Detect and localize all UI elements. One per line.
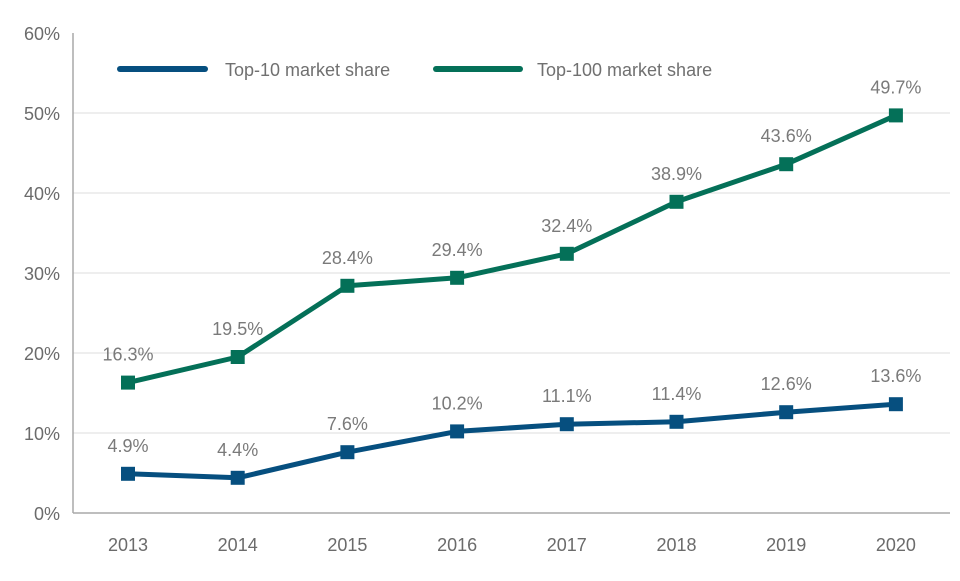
y-axis-tick-labels: 0% 10% 20% 30% 40% 50% 60%: [24, 24, 60, 524]
data-point-marker: [340, 445, 355, 460]
x-tick-label: 2018: [656, 535, 696, 555]
series: [121, 108, 903, 485]
data-point-marker: [450, 424, 465, 439]
data-label: 7.6%: [327, 414, 368, 434]
data-label: 10.2%: [432, 393, 483, 413]
data-label: 43.6%: [761, 126, 812, 146]
data-label: 28.4%: [322, 248, 373, 268]
data-point-marker: [669, 414, 684, 429]
data-label: 32.4%: [541, 216, 592, 236]
data-point-marker: [340, 278, 355, 293]
series-line-top-10: [127, 401, 897, 481]
data-point-marker: [779, 405, 794, 420]
y-tick-label: 10%: [24, 424, 60, 444]
gridlines: [73, 112, 950, 434]
data-point-marker: [559, 246, 574, 261]
y-tick-label: 30%: [24, 264, 60, 284]
data-label: 12.6%: [761, 374, 812, 394]
x-tick-label: 2016: [437, 535, 477, 555]
x-tick-label: 2019: [766, 535, 806, 555]
data-point-marker: [230, 350, 245, 364]
data-label: 19.5%: [212, 319, 263, 339]
data-label: 11.1%: [542, 386, 592, 406]
data-label: 29.4%: [432, 240, 483, 260]
data-point-marker: [559, 417, 574, 432]
data-point-marker: [669, 194, 684, 209]
data-point-marker: [121, 466, 135, 481]
data-point-marker: [779, 157, 794, 172]
y-tick-label: 20%: [24, 344, 60, 364]
x-tick-label: 2020: [876, 535, 916, 555]
x-tick-label: 2014: [218, 535, 258, 555]
y-tick-label: 60%: [24, 24, 60, 44]
data-label: 4.4%: [217, 440, 258, 460]
y-tick-label: 40%: [24, 184, 60, 204]
legend-label: Top-100 market share: [537, 60, 712, 80]
data-point-marker: [121, 375, 135, 390]
legend-label: Top-10 market share: [225, 60, 390, 80]
data-label: 38.9%: [651, 164, 702, 184]
y-tick-label: 0%: [34, 504, 60, 524]
legend: Top-10 market share Top-100 market share: [117, 60, 712, 80]
data-label: 16.3%: [102, 345, 153, 365]
y-tick-label: 50%: [24, 104, 60, 124]
axes: [72, 33, 950, 514]
x-tick-label: 2015: [327, 535, 367, 555]
data-label: 4.9%: [107, 436, 148, 456]
data-label: 11.4%: [652, 384, 702, 404]
x-axis-tick-labels: 2013 2014 2015 2016 2017 2018 2019 2020: [108, 535, 916, 555]
data-point-marker: [230, 470, 245, 485]
x-tick-label: 2013: [108, 535, 148, 555]
data-label: 13.6%: [870, 366, 921, 386]
data-labels: 4.9% 4.4% 7.6% 10.2% 11.1% 11.4% 12.6% 13.6% 16.…: [102, 77, 921, 459]
data-label: 49.7%: [870, 77, 921, 97]
data-point-marker: [450, 270, 465, 285]
data-point-marker: [888, 397, 903, 412]
x-tick-label: 2017: [547, 535, 587, 555]
data-point-marker: [888, 108, 903, 123]
series-line-top-100: [127, 113, 897, 386]
